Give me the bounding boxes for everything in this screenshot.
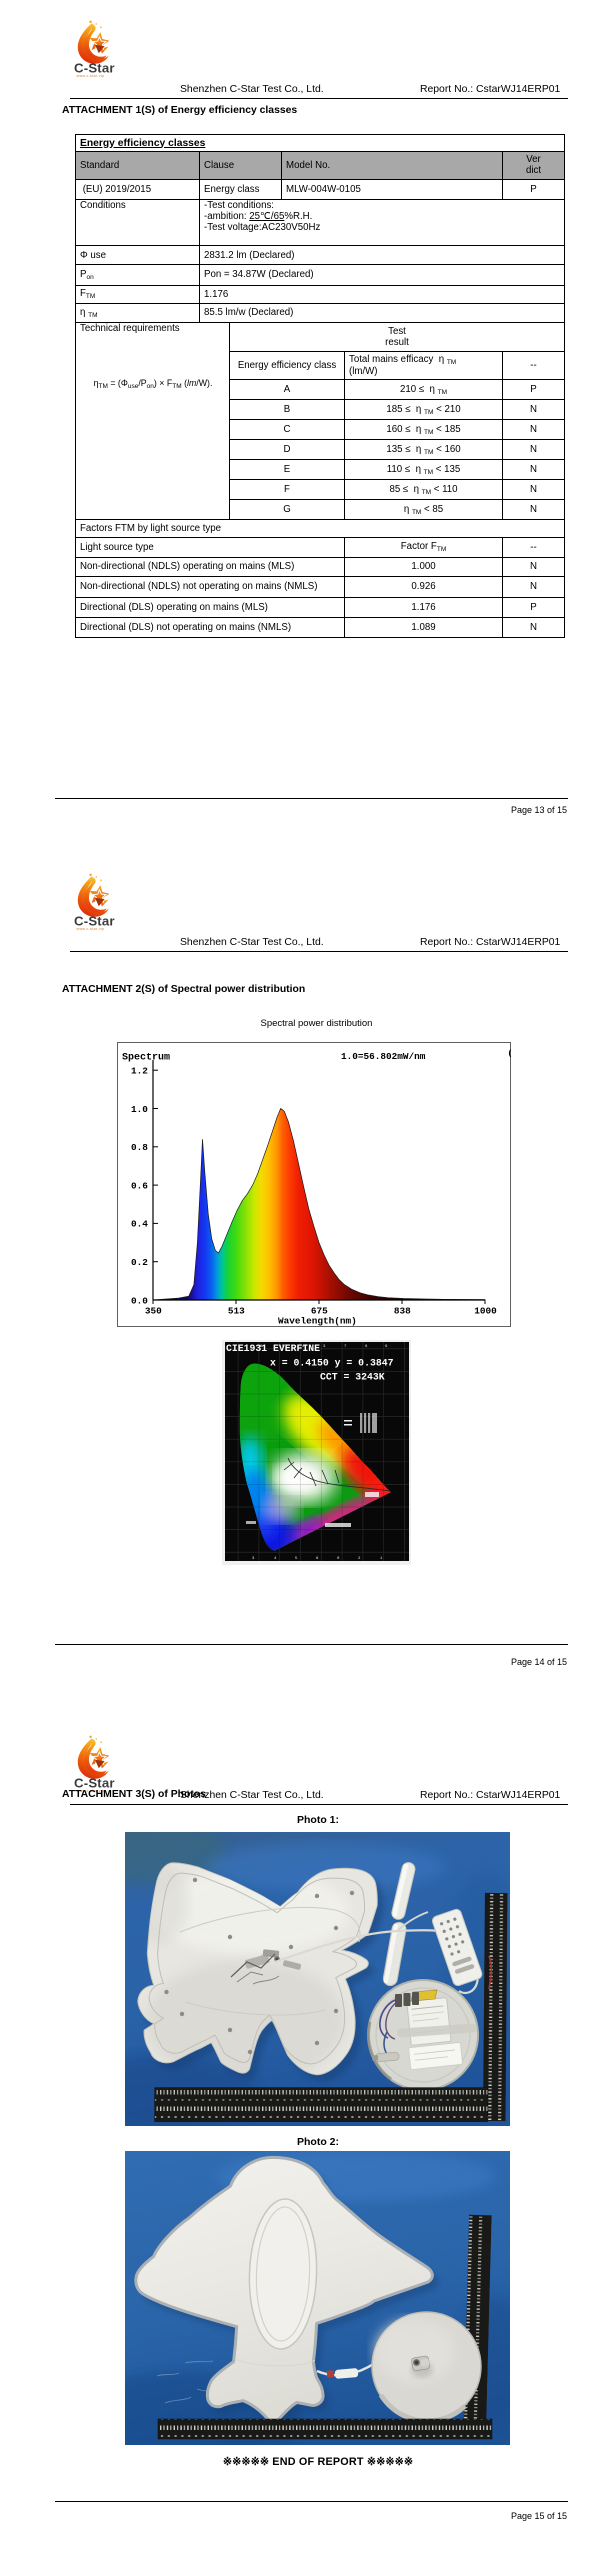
svg-text:1000: 1000 xyxy=(474,1306,497,1317)
svg-text:x = 0.4150 y = 0.3847: x = 0.4150 y = 0.3847 xyxy=(270,1358,394,1369)
svg-text:6: 6 xyxy=(316,1557,319,1561)
svg-text:0: 0 xyxy=(337,1557,340,1561)
svg-text:9: 9 xyxy=(385,1345,388,1349)
svg-text:3: 3 xyxy=(323,1345,326,1349)
svg-text:(: ( xyxy=(508,1049,512,1059)
svg-text:1.0=56.802mW/nm: 1.0=56.802mW/nm xyxy=(341,1051,426,1062)
svg-text:0.0: 0.0 xyxy=(131,1295,148,1306)
svg-text:5: 5 xyxy=(282,1345,285,1349)
svg-text:1.2: 1.2 xyxy=(131,1066,148,1077)
svg-text:8: 8 xyxy=(365,1345,368,1349)
svg-text:2: 2 xyxy=(358,1557,361,1561)
svg-text:350: 350 xyxy=(145,1306,162,1317)
svg-text:1.0: 1.0 xyxy=(131,1104,148,1115)
svg-text:6: 6 xyxy=(260,1345,263,1349)
svg-text:0.2: 0.2 xyxy=(131,1257,148,1268)
svg-text:4: 4 xyxy=(274,1557,277,1561)
svg-text:675: 675 xyxy=(311,1306,328,1317)
svg-text:1: 1 xyxy=(380,1557,383,1561)
svg-text:3: 3 xyxy=(252,1557,255,1561)
svg-text:Wavelength(nm): Wavelength(nm) xyxy=(278,1316,357,1327)
svg-text:Spectrum: Spectrum xyxy=(122,1053,170,1064)
svg-text:5: 5 xyxy=(295,1557,298,1561)
svg-text:CCT = 3243K: CCT = 3243K xyxy=(320,1372,385,1383)
svg-text:7: 7 xyxy=(344,1345,347,1349)
svg-text:513: 513 xyxy=(228,1306,245,1317)
svg-text:0.6: 0.6 xyxy=(131,1180,148,1191)
svg-text:CIE1931 EVERFINE: CIE1931 EVERFINE xyxy=(226,1343,320,1354)
svg-text:0.8: 0.8 xyxy=(131,1142,148,1153)
svg-text:0.4: 0.4 xyxy=(131,1219,148,1230)
svg-text:838: 838 xyxy=(394,1306,411,1317)
svg-text:4: 4 xyxy=(302,1345,305,1349)
